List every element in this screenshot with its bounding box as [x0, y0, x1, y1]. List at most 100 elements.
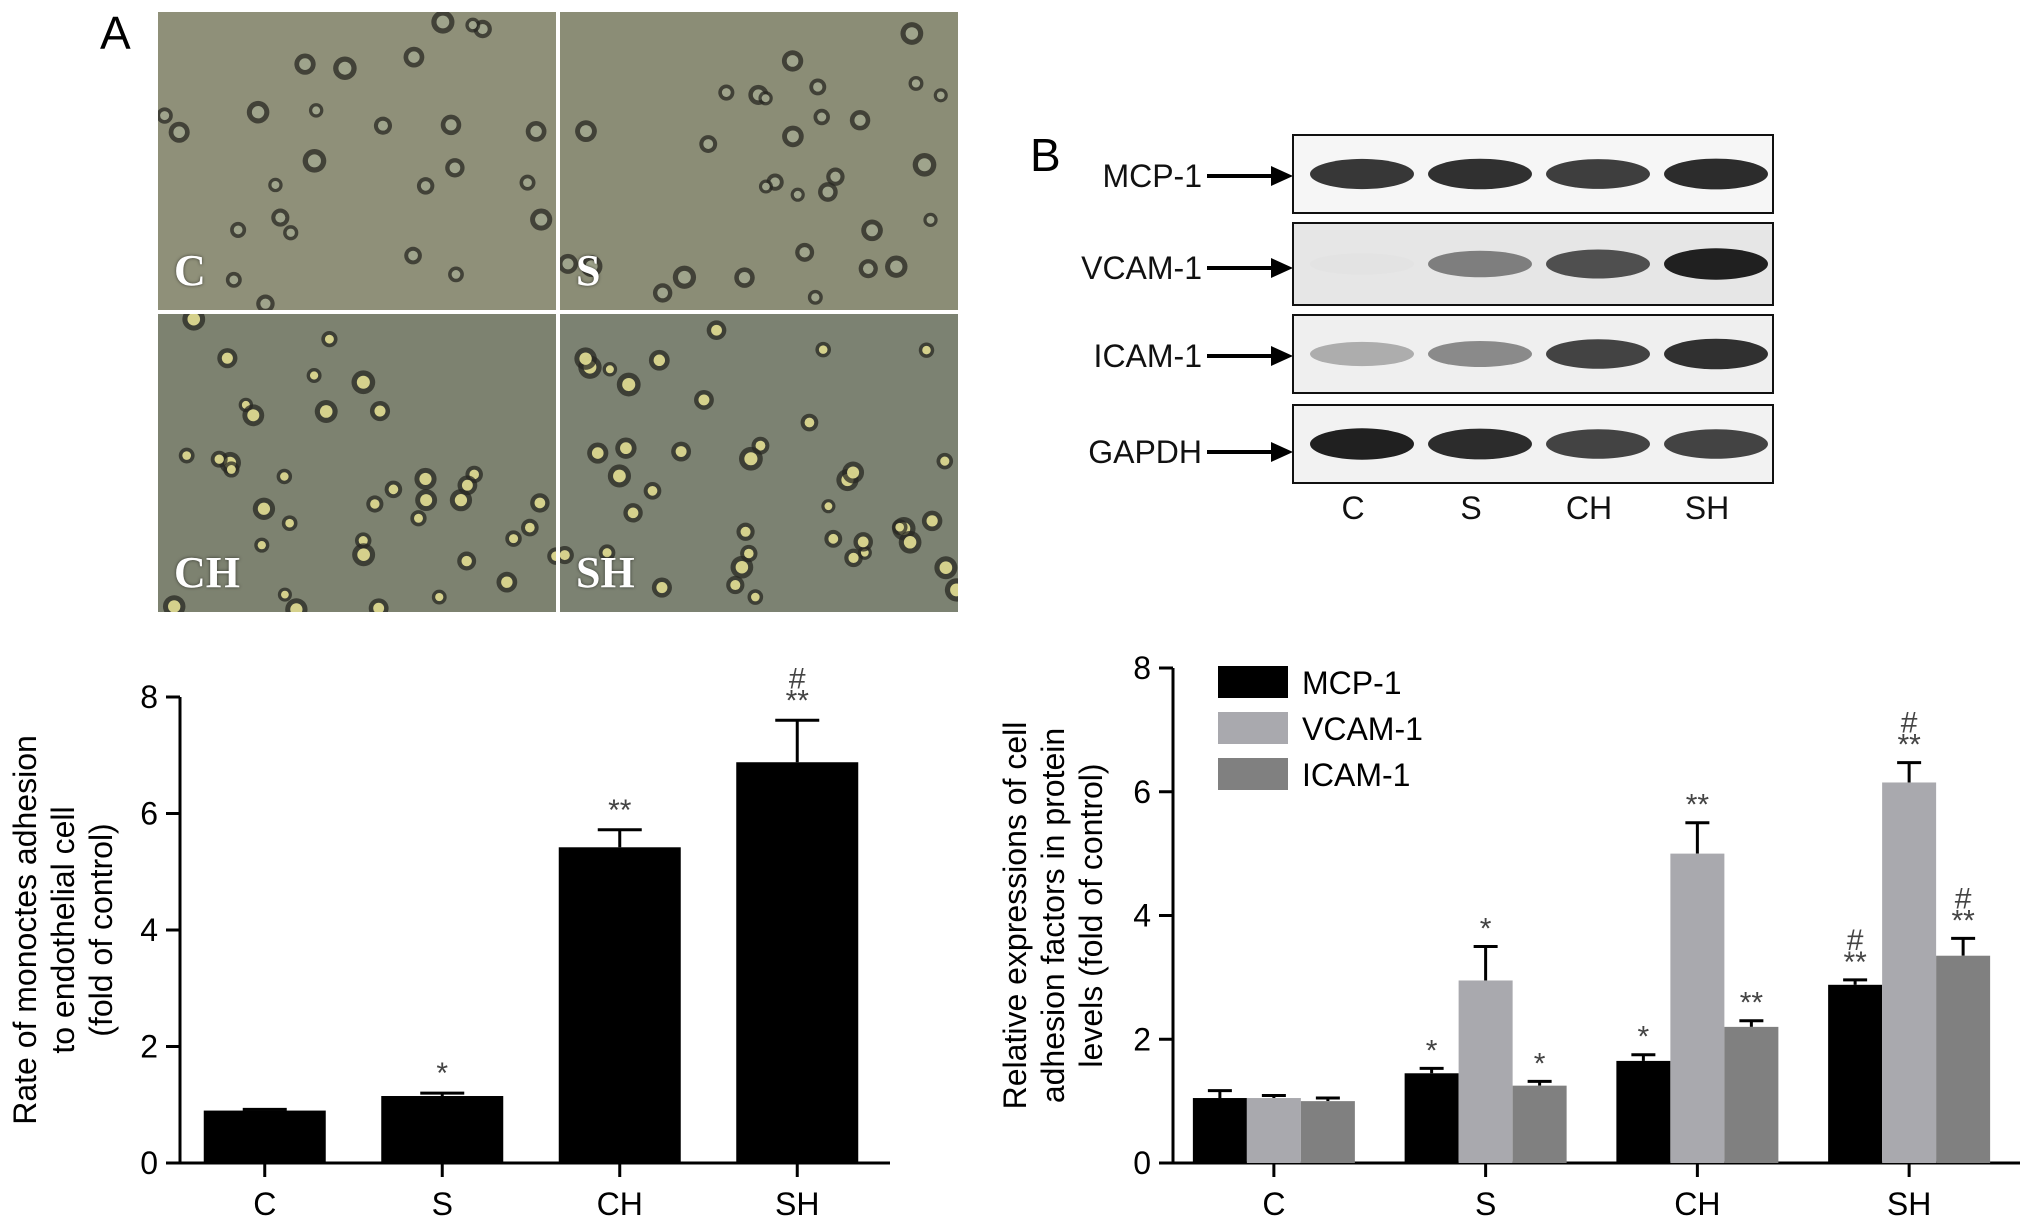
legend-label: ICAM-1	[1302, 757, 1410, 793]
significance-mark: **	[1897, 729, 1921, 762]
blot-gapdh	[1292, 404, 1774, 484]
legend-swatch	[1218, 758, 1288, 790]
significance-mark: *	[436, 1057, 448, 1090]
bar-ch	[558, 847, 681, 1163]
blot-label-vcam1: VCAM-1	[1081, 250, 1202, 286]
legend-label: VCAM-1	[1302, 711, 1423, 747]
blot-band	[1664, 338, 1768, 370]
y-tick-label: 0	[140, 1145, 158, 1181]
micrograph-c: C	[158, 12, 556, 310]
blot-band	[1546, 159, 1650, 189]
x-tick-label: CH	[597, 1186, 643, 1222]
x-tick-label: C	[253, 1186, 276, 1222]
legend-swatch	[1218, 712, 1288, 744]
blot-gapdh-bands	[1294, 406, 1772, 482]
y-axis-label: Rate of monoctes adhesion	[7, 735, 43, 1125]
y-tick-label: 6	[1133, 774, 1151, 810]
significance-mark: **	[1740, 987, 1764, 1020]
blot-band	[1428, 158, 1532, 190]
bar-mcp-1-sh	[1828, 984, 1883, 1163]
blot-band	[1310, 428, 1414, 460]
x-tick-label: SH	[775, 1186, 819, 1222]
blot-band	[1546, 429, 1650, 459]
micrograph-ch-image	[158, 314, 556, 612]
significance-mark: **	[608, 794, 632, 827]
y-tick-label: 2	[140, 1029, 158, 1065]
significance-mark: **	[1686, 789, 1710, 822]
blot-band	[1664, 429, 1768, 459]
y-tick-label: 2	[1133, 1021, 1151, 1057]
blot-label-mcp1: MCP-1	[1102, 158, 1202, 194]
blot-mcp1	[1292, 134, 1774, 214]
significance-mark: **	[786, 684, 810, 717]
blot-vcam1-bands	[1294, 224, 1772, 304]
bar-icam-1-s	[1512, 1085, 1567, 1163]
protein-expression-bar-chart: 0 2 4 6 8 Relative expressions of cell adhesio…	[997, 650, 2020, 1222]
y-tick-label: 4	[1133, 898, 1151, 934]
blot-vcam1	[1292, 222, 1774, 306]
significance-mark: *	[1638, 1021, 1650, 1054]
x-tick-label: C	[1262, 1186, 1285, 1222]
blot-band	[1310, 341, 1414, 367]
lane-label-sh: SH	[1684, 490, 1730, 526]
blot-band	[1664, 248, 1768, 280]
bar-mcp-1-c	[1192, 1098, 1247, 1163]
y-axis-label: to endothelial cell	[45, 806, 81, 1053]
blot-label-icam1: ICAM-1	[1093, 338, 1202, 374]
lane-label-c: C	[1341, 490, 1365, 526]
micrograph-s: S	[560, 12, 958, 310]
bar-mcp-1-s	[1404, 1073, 1459, 1163]
blot-icam1	[1292, 314, 1774, 394]
legend-swatch	[1218, 666, 1288, 698]
arrow-icon	[1207, 442, 1293, 462]
blot-band	[1664, 158, 1768, 190]
y-tick-label: 8	[140, 679, 158, 715]
arrow-icon	[1207, 166, 1293, 186]
significance-mark: **	[1951, 904, 1975, 937]
arrow-icon	[1207, 258, 1293, 278]
significance-mark: #	[1847, 924, 1864, 957]
blot-band	[1546, 339, 1650, 369]
bar-icam-1-ch	[1724, 1026, 1779, 1163]
blot-band	[1546, 249, 1650, 279]
x-tick-label: S	[432, 1186, 453, 1222]
micrograph-s-label: S	[576, 246, 601, 295]
adhesion-bar-chart: 0 2 4 6 8 Rate of monoctes adhesion to endothe…	[7, 662, 890, 1222]
micrograph-c-image	[158, 12, 556, 310]
lane-label-s: S	[1460, 490, 1482, 526]
significance-mark: #	[789, 662, 806, 695]
y-axis-label: Relative expressions of cell	[997, 722, 1033, 1110]
x-tick-label: SH	[1887, 1186, 1931, 1222]
arrow-icon	[1207, 346, 1293, 366]
micrograph-ch: CH	[158, 314, 556, 612]
blot-band	[1310, 253, 1414, 275]
blot-band	[1428, 250, 1532, 278]
blot-band	[1428, 428, 1532, 460]
bar-s	[381, 1096, 504, 1163]
bar-sh	[736, 762, 859, 1163]
micrograph-sh-image	[560, 314, 958, 612]
panel-b-letter: B	[1030, 129, 1061, 181]
y-tick-label: 8	[1133, 650, 1151, 686]
blot-icam1-bands	[1294, 316, 1772, 392]
significance-mark: #	[1901, 707, 1918, 740]
blot-label-gapdh: GAPDH	[1088, 434, 1202, 470]
micrograph-ch-label: CH	[174, 548, 240, 597]
significance-mark: *	[1534, 1047, 1546, 1080]
bar-icam-1-c	[1300, 1101, 1355, 1163]
y-tick-label: 4	[140, 912, 158, 948]
lane-label-ch: CH	[1565, 490, 1613, 526]
bar-vcam-1-c	[1246, 1098, 1301, 1163]
micrograph-sh-label: SH	[576, 548, 635, 597]
x-tick-label: CH	[1674, 1186, 1720, 1222]
micrograph-sh: SH	[560, 314, 958, 612]
y-axis-label: levels (fold of control)	[1073, 763, 1109, 1067]
y-tick-label: 6	[140, 796, 158, 832]
panel-a-letter: A	[100, 7, 131, 59]
bar-vcam-1-sh	[1882, 782, 1937, 1163]
significance-mark: *	[1426, 1034, 1438, 1067]
blot-mcp1-bands	[1294, 136, 1772, 212]
significance-mark: **	[1843, 946, 1867, 979]
micrograph-s-image	[560, 12, 958, 310]
